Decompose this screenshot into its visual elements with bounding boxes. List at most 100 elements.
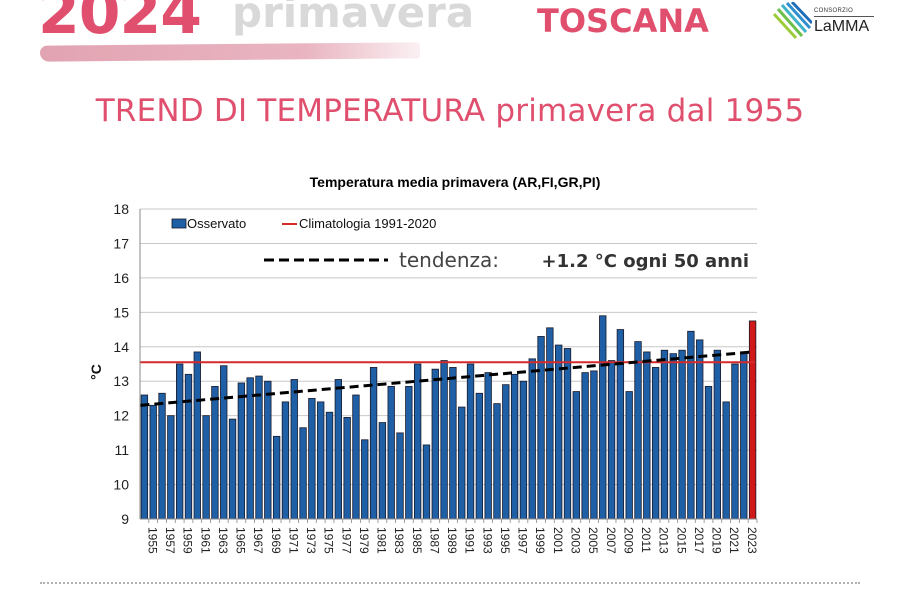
bar	[660, 349, 669, 520]
bar	[176, 363, 184, 520]
bar	[616, 329, 625, 520]
y-axis-ticks: 9 10 11 12 13 14 15 16 17 18	[113, 201, 129, 527]
bar	[317, 401, 325, 520]
x-tick-label: 1963	[216, 527, 230, 554]
x-tick-label: 1987	[427, 527, 441, 554]
x-tick-label: 1975	[322, 527, 336, 554]
bar	[272, 435, 281, 520]
x-tick-label: 2019	[710, 527, 724, 554]
y-tick-label: 18	[113, 201, 129, 217]
bar	[493, 403, 501, 520]
bar	[643, 351, 651, 520]
x-tick-label: 1957	[163, 527, 177, 554]
bar	[696, 339, 704, 520]
chart-bars	[140, 315, 757, 520]
trend-value: +1.2 °C ogni 50 anni	[542, 251, 749, 272]
x-tick-label: 2001	[551, 527, 565, 554]
bar	[378, 422, 387, 520]
bar	[228, 418, 237, 520]
y-axis-label: °C	[88, 364, 104, 380]
x-tick-label: 1985	[410, 527, 424, 554]
bar	[440, 360, 448, 520]
y-tick-label: 10	[113, 477, 129, 493]
bar	[687, 330, 695, 520]
bar	[193, 351, 201, 520]
x-tick-label: 1989	[445, 527, 459, 554]
bar	[563, 348, 572, 520]
trend-label: tendenza:	[399, 248, 499, 272]
x-tick-label: 1995	[498, 527, 512, 554]
bar	[387, 385, 395, 520]
bar	[361, 439, 369, 520]
x-tick-label: 1979	[357, 527, 371, 554]
bar	[510, 373, 519, 520]
trend-label-background	[392, 244, 754, 274]
bar	[264, 380, 272, 520]
x-tick-label: 2013	[657, 527, 671, 554]
logo-consorzio: CONSORZIO	[814, 8, 854, 14]
bar	[237, 382, 246, 520]
chart-title: Temperatura media primavera (AR,FI,GR,PI…	[309, 174, 601, 190]
bar	[369, 367, 378, 520]
bar	[334, 379, 342, 520]
lamma-logo: CONSORZIO LaMMA	[772, 0, 882, 40]
x-tick-label: 2007	[604, 527, 618, 554]
bar	[413, 363, 422, 520]
bar	[740, 351, 748, 520]
bar	[466, 363, 475, 520]
bar	[546, 327, 554, 520]
bar	[352, 394, 360, 520]
header-year: 2024	[38, 0, 202, 48]
x-tick-label: 1967	[251, 527, 265, 554]
x-tick-label: 2003	[568, 527, 582, 554]
bar	[246, 377, 254, 520]
temperature-chart: 9 10 11 12 13 14 15 16 17 18 1955 1957 1959 1961 1963…	[88, 201, 759, 554]
bar	[475, 392, 484, 520]
bar	[184, 373, 193, 520]
logo-rule	[814, 16, 874, 17]
x-tick-label: 1993	[480, 527, 494, 554]
bar	[555, 344, 563, 520]
x-tick-label: 1997	[516, 527, 530, 554]
x-tick-label: 2015	[674, 527, 688, 554]
header-season: primavera	[232, 0, 475, 37]
bar	[651, 367, 660, 520]
x-tick-label: 1977	[339, 527, 353, 554]
bar	[722, 401, 730, 520]
legend-osservato-label: Osservato	[187, 216, 246, 231]
legend: Osservato Climatologia 1991-2020	[171, 216, 436, 231]
x-tick-label: 1961	[198, 527, 212, 554]
bar	[405, 385, 413, 520]
x-tick-label: 1983	[392, 527, 406, 554]
x-tick-label: 2021	[727, 527, 741, 554]
y-tick-label: 9	[121, 511, 129, 527]
bar	[704, 385, 713, 520]
bar	[308, 398, 316, 520]
bar	[281, 401, 290, 520]
x-tick-label: 2009	[621, 527, 635, 554]
y-tick-label: 15	[113, 304, 129, 320]
x-tick-label: 1959	[181, 527, 195, 554]
bar	[634, 341, 642, 520]
x-tick-label: 2005	[586, 527, 600, 554]
bar	[502, 384, 510, 520]
bar	[422, 444, 431, 520]
bar	[158, 392, 166, 520]
y-tick-label: 13	[113, 373, 129, 389]
x-tick-label: 2017	[692, 527, 706, 554]
legend-osservato-swatch	[171, 218, 187, 229]
bar	[731, 363, 739, 520]
bar	[519, 380, 528, 520]
y-tick-label: 14	[113, 339, 129, 355]
bar	[590, 370, 598, 520]
bar	[255, 375, 263, 520]
bar	[325, 411, 334, 520]
bar	[449, 367, 457, 520]
bar	[528, 358, 536, 520]
x-axis-ticks: 1955 1957 1959 1961 1963 1965 1967 1969 1971 1973…	[145, 519, 759, 554]
bar	[396, 432, 404, 520]
bar	[211, 385, 219, 520]
bar	[431, 368, 439, 520]
x-tick-label: 1981	[375, 527, 389, 554]
x-tick-label: 1973	[304, 527, 318, 554]
